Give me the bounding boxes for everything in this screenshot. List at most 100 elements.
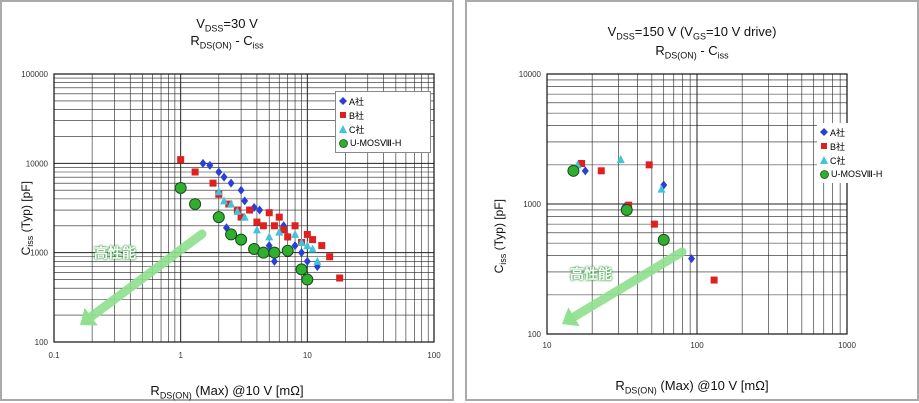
data-point [257, 246, 270, 259]
data-point [212, 211, 225, 224]
data-point [259, 222, 267, 230]
data-point [237, 213, 245, 221]
data-point [215, 167, 223, 177]
data-point [298, 248, 306, 258]
legend-item-b: B社 [339, 108, 427, 122]
chart-panel-left: VDSS=30 V RDS(ON) - Ciss 0.1 1 10 100 100 100… [0, 0, 454, 401]
data-point [240, 212, 249, 221]
data-point [597, 167, 605, 175]
data-point [313, 256, 322, 265]
legend-item-umos: U-MOSⅧ-H [820, 167, 902, 181]
data-point [233, 206, 242, 215]
x-tick-label: 100 [690, 341, 704, 350]
data-point [275, 227, 284, 236]
y-tick-label: 100 [528, 330, 542, 339]
y-tick-label: 100 [35, 338, 49, 347]
data-point [225, 228, 238, 241]
data-point [265, 209, 273, 217]
y-tick-label: 1000 [30, 249, 48, 258]
performance-arrow [80, 229, 207, 326]
data-point [174, 181, 187, 194]
data-point [336, 274, 344, 282]
data-point [227, 178, 235, 188]
data-point [227, 199, 236, 208]
data-point [246, 206, 254, 214]
data-point [620, 203, 633, 216]
legend-item-a: A社 [820, 125, 902, 139]
legend-item-c: C社 [339, 122, 427, 136]
performance-arrow [562, 247, 687, 327]
y-tick-label: 1000 [523, 200, 541, 209]
chart-title-line1: VDSS=30 V [196, 16, 258, 34]
data-point [578, 159, 586, 167]
data-point [303, 230, 311, 238]
legend-item-b: B社 [820, 139, 902, 153]
data-point [660, 180, 668, 190]
data-point [177, 156, 185, 164]
data-point [214, 187, 223, 196]
x-tick-label: 0.1 [48, 351, 60, 360]
data-point [303, 256, 311, 266]
x-tick-label: 1000 [838, 341, 856, 350]
data-point [291, 241, 299, 251]
y-tick-label: 10000 [26, 159, 49, 168]
data-point [657, 233, 670, 246]
scatter-plot-left: 0.1 1 10 100 100 1000 10000 100000 [21, 70, 441, 360]
data-point [326, 253, 334, 261]
data-point [265, 232, 274, 241]
data-point [189, 198, 202, 211]
data-point [309, 236, 317, 244]
y-tick-label: 100000 [21, 70, 48, 79]
data-point [191, 168, 199, 176]
legend-item-umos: U-MOSⅧ-H [339, 136, 427, 150]
data-point [616, 154, 625, 163]
y-tick-label: 10000 [519, 70, 542, 79]
data-point [297, 237, 306, 246]
data-point [220, 172, 228, 182]
x-axis-label: RDS(ON) (Max) @10 V [mΩ] [150, 383, 304, 401]
data-point [295, 263, 308, 276]
grid [546, 73, 848, 335]
data-point [308, 244, 317, 253]
chart-title-line2: RDS(ON) - Ciss [190, 33, 264, 51]
data-point [280, 226, 288, 234]
data-point [235, 233, 248, 246]
chart-panel-right: VDSS=150 V (VGS=10 V drive) RDS(ON) - Ci… [465, 0, 919, 401]
legend: A社 B社 C社 U-MOSⅧ-H [335, 91, 431, 153]
data-point [275, 213, 283, 221]
data-point [657, 184, 666, 193]
legend: A社 B社 C社 U-MOSⅧ-H [817, 123, 905, 183]
y-axis-label: Ciss (Typ) [pF] [491, 199, 509, 274]
data-point [199, 158, 207, 168]
x-axis-label: RDS(ON) (Max) @10 V [mΩ] [615, 378, 769, 396]
data-point [270, 222, 278, 230]
data-point [209, 179, 217, 187]
data-point [303, 241, 312, 250]
data-point [301, 273, 314, 286]
data-point [206, 160, 214, 170]
data-point [220, 196, 229, 205]
legend-item-a: A社 [339, 94, 427, 108]
x-tick-label: 100 [427, 351, 441, 360]
performance-annotation: 高性能 [570, 266, 612, 282]
data-point [318, 242, 326, 250]
x-tick-label: 10 [543, 341, 552, 350]
data-point [237, 185, 245, 195]
data-point [567, 164, 580, 177]
data-point [284, 233, 292, 241]
data-point [253, 218, 261, 226]
x-tick-label: 1 [178, 351, 183, 360]
y-axis-label: Ciss (Typ) [pF] [18, 181, 36, 256]
data-point [270, 256, 278, 266]
data-point [645, 161, 653, 169]
data-point [688, 254, 696, 264]
data-point [252, 225, 261, 234]
data-point [710, 276, 718, 284]
data-point [241, 196, 249, 206]
data-point [268, 246, 281, 259]
data-point [291, 229, 300, 238]
grid [53, 73, 435, 343]
data-point [281, 244, 294, 257]
legend-item-c: C社 [820, 153, 902, 167]
